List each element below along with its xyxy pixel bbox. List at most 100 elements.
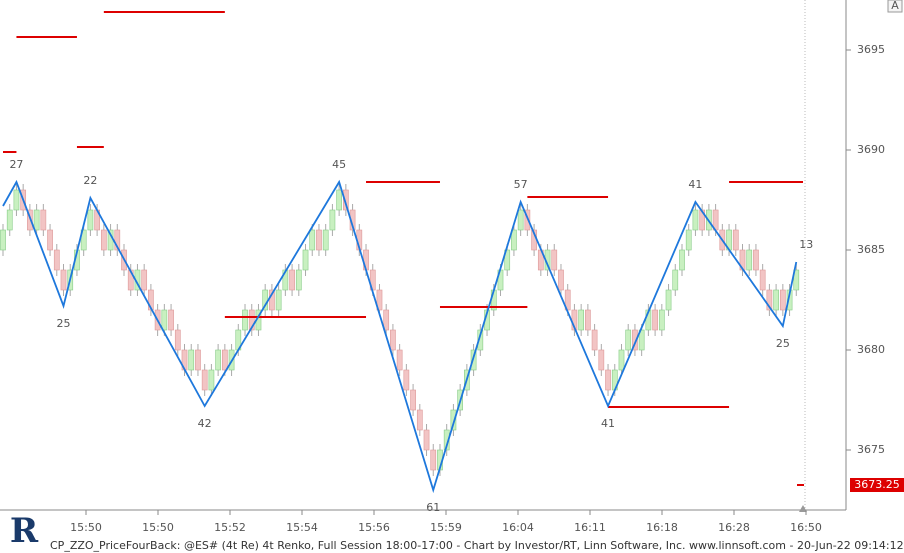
down-brick bbox=[60, 269, 67, 291]
up-brick bbox=[215, 349, 221, 371]
down-brick bbox=[174, 329, 181, 351]
up-brick bbox=[33, 209, 40, 231]
down-brick bbox=[430, 449, 437, 471]
up-brick bbox=[625, 329, 632, 351]
down-brick bbox=[396, 349, 403, 371]
down-brick bbox=[652, 309, 658, 331]
last-price-box bbox=[850, 478, 904, 492]
down-brick bbox=[766, 289, 773, 311]
down-brick bbox=[632, 329, 638, 351]
x-tick-label: 15:50 bbox=[142, 521, 174, 534]
x-tick-label: 15:50 bbox=[70, 521, 102, 534]
pivot-label: 61 bbox=[426, 501, 440, 514]
button[interactable]: A bbox=[891, 0, 899, 12]
down-brick bbox=[585, 309, 591, 331]
up-brick bbox=[302, 249, 309, 271]
up-brick bbox=[309, 229, 316, 251]
down-brick bbox=[759, 269, 766, 291]
up-brick bbox=[578, 309, 585, 331]
up-brick bbox=[322, 229, 329, 251]
up-brick bbox=[638, 329, 645, 351]
down-brick bbox=[591, 329, 598, 351]
down-brick bbox=[27, 209, 33, 231]
up-brick bbox=[80, 229, 87, 251]
up-brick bbox=[517, 209, 524, 231]
down-brick bbox=[605, 369, 611, 391]
up-brick bbox=[672, 269, 679, 291]
down-brick bbox=[289, 269, 295, 291]
down-brick bbox=[598, 349, 605, 371]
down-brick bbox=[47, 229, 53, 251]
up-brick bbox=[336, 189, 342, 211]
pivot-label: 41 bbox=[688, 178, 702, 191]
down-brick bbox=[141, 269, 148, 291]
y-tick-label: 3695 bbox=[857, 43, 885, 56]
up-brick bbox=[208, 369, 215, 391]
x-tick-label: 16:50 bbox=[790, 521, 822, 534]
up-brick bbox=[658, 309, 665, 331]
up-brick bbox=[13, 189, 20, 211]
down-brick bbox=[316, 229, 322, 251]
last-price-label: 3673.25 bbox=[854, 478, 900, 491]
down-brick bbox=[423, 429, 430, 451]
down-brick bbox=[343, 189, 349, 211]
pivot-label: 25 bbox=[776, 337, 790, 350]
up-brick bbox=[746, 249, 753, 271]
footer: CP_ZZO_PriceFourBack: @ES# (4t Re) 4t Re… bbox=[50, 539, 904, 552]
down-brick bbox=[403, 369, 410, 391]
pivot-label: 42 bbox=[198, 417, 212, 430]
pivot-label: 41 bbox=[601, 417, 615, 430]
up-brick bbox=[6, 209, 13, 231]
down-brick bbox=[195, 349, 201, 371]
up-brick bbox=[793, 269, 800, 291]
x-tick-label: 15:59 bbox=[430, 521, 462, 534]
down-brick bbox=[551, 249, 558, 271]
y-tick-label: 3690 bbox=[857, 143, 885, 156]
y-tick-label: 3675 bbox=[857, 443, 885, 456]
down-brick bbox=[732, 229, 739, 251]
up-brick bbox=[242, 309, 248, 331]
up-brick bbox=[329, 209, 336, 231]
down-brick bbox=[779, 289, 786, 311]
pivot-label: 27 bbox=[9, 158, 23, 171]
up-brick bbox=[450, 409, 457, 431]
up-brick bbox=[477, 329, 484, 351]
up-brick bbox=[504, 249, 511, 271]
y-tick-label: 3680 bbox=[857, 343, 885, 356]
x-tick-label: 16:18 bbox=[646, 521, 678, 534]
up-brick bbox=[511, 229, 517, 251]
down-brick bbox=[376, 289, 383, 311]
down-brick bbox=[524, 209, 531, 231]
down-brick bbox=[148, 289, 154, 311]
up-brick bbox=[0, 229, 6, 251]
pivot-label: 22 bbox=[83, 174, 97, 187]
current-marker bbox=[799, 505, 807, 512]
up-brick bbox=[87, 209, 94, 231]
up-brick bbox=[665, 289, 672, 311]
up-brick bbox=[618, 349, 625, 371]
down-brick bbox=[114, 229, 121, 251]
down-brick bbox=[201, 369, 208, 391]
x-tick-label: 16:28 bbox=[718, 521, 750, 534]
x-tick-label: 15:54 bbox=[286, 521, 318, 534]
down-brick bbox=[53, 249, 60, 271]
x-tick-label: 15:56 bbox=[358, 521, 390, 534]
down-brick bbox=[168, 309, 174, 331]
x-tick-label: 15:52 bbox=[214, 521, 246, 534]
down-brick bbox=[221, 349, 228, 371]
up-brick bbox=[679, 249, 685, 271]
up-brick bbox=[295, 269, 302, 291]
down-brick bbox=[100, 229, 107, 251]
down-brick bbox=[753, 249, 759, 271]
down-brick bbox=[410, 389, 416, 411]
down-brick bbox=[416, 409, 423, 431]
y-tick-label: 3685 bbox=[857, 243, 885, 256]
up-brick bbox=[692, 209, 699, 231]
pivot-label: 45 bbox=[332, 158, 346, 171]
down-brick bbox=[248, 309, 255, 331]
button-frame[interactable] bbox=[887, 0, 903, 13]
zigzag bbox=[2, 179, 798, 494]
up-brick bbox=[188, 349, 195, 371]
